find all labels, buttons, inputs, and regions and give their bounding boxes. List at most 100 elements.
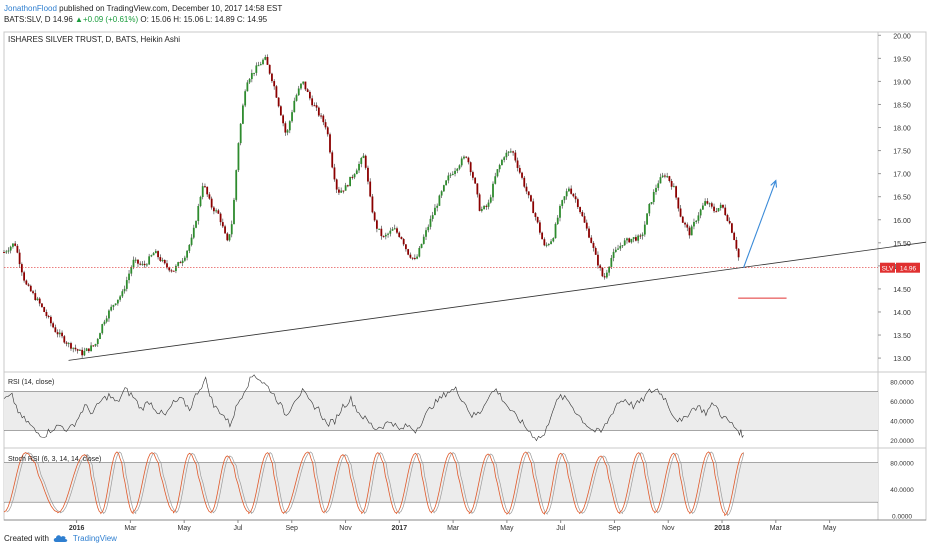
candle-up (250, 72, 253, 80)
candle-down (335, 179, 338, 190)
candle-up (440, 191, 443, 196)
candle-up (496, 169, 499, 177)
candle-up (641, 234, 644, 236)
candle-down (311, 98, 314, 106)
candle-up (295, 95, 298, 101)
candle-up (717, 208, 720, 212)
candle-up (116, 299, 119, 304)
symbol-label: BATS:SLV, D (4, 15, 51, 24)
candle-up (215, 210, 218, 212)
main-chart-title: ISHARES SILVER TRUST, D, BATS, Heikin As… (8, 35, 180, 44)
candle-down (304, 81, 307, 90)
candle-up (480, 209, 483, 211)
candle-up (554, 223, 557, 239)
footer: Created with TradingView (4, 533, 117, 543)
candle-up (442, 185, 445, 192)
rsi-band (4, 391, 878, 431)
candle-up (695, 220, 698, 223)
candle-down (380, 228, 383, 237)
candle-up (161, 259, 164, 261)
candle-up (489, 197, 492, 203)
time-tick-label: Nov (339, 525, 352, 532)
candle-down (63, 336, 66, 343)
candle-up (643, 224, 646, 235)
candle-down (735, 239, 738, 249)
candle-up (556, 217, 559, 224)
change-value: +0.09 (+0.61%) (82, 15, 139, 24)
candle-down (170, 270, 173, 272)
candle-up (286, 130, 289, 133)
candle-down (18, 252, 21, 265)
candle-down (597, 254, 599, 266)
time-tick-label: Mar (124, 525, 137, 532)
candle-up (498, 165, 501, 170)
candle-down (342, 190, 345, 192)
candle-up (632, 237, 635, 239)
candle-up (568, 188, 570, 192)
candle-up (230, 224, 233, 235)
candle-down (407, 249, 410, 255)
candle-down (331, 152, 334, 168)
author-link[interactable]: JonathonFlood (4, 4, 57, 13)
candle-down (87, 348, 90, 352)
up-triangle-icon: ▲ (75, 15, 83, 24)
candle-up (445, 180, 448, 186)
candle-up (458, 165, 461, 169)
candle-up (434, 207, 436, 216)
candle-up (427, 226, 430, 231)
candle-down (543, 239, 546, 246)
candle-up (387, 233, 389, 235)
price-tick-label: 20.00 (893, 33, 911, 40)
candle-down (592, 242, 595, 248)
candle-up (646, 213, 648, 225)
price-tick-label: 16.00 (893, 218, 911, 225)
candle-up (257, 65, 260, 67)
candle-up (255, 65, 258, 73)
tradingview-brand[interactable]: TradingView (72, 533, 117, 543)
candle-down (92, 345, 95, 347)
candle-up (550, 241, 552, 244)
candle-down (710, 203, 713, 207)
candle-down (601, 267, 604, 277)
candle-down (284, 123, 287, 133)
price-tick-label: 14.50 (893, 287, 911, 294)
candle-up (420, 243, 423, 248)
candle-up (288, 121, 291, 131)
candle-down (367, 167, 369, 182)
candle-down (375, 220, 378, 229)
candle-up (621, 245, 624, 247)
candle-down (364, 155, 367, 168)
candle-down (688, 227, 691, 236)
price-tick-label: 17.50 (893, 149, 911, 156)
candle-up (719, 204, 722, 209)
pane-border (3, 31, 927, 373)
candle-up (699, 209, 702, 216)
candle-up (505, 152, 508, 158)
candle-down (212, 207, 215, 212)
candle-up (262, 59, 264, 65)
candle-up (36, 298, 39, 301)
candle-down (476, 183, 479, 195)
candle-down (664, 175, 666, 177)
candle-up (121, 291, 124, 297)
candle-down (16, 245, 19, 253)
candle-up (612, 251, 615, 258)
candle-up (72, 347, 75, 349)
created-with-text: Created with (4, 533, 49, 543)
candle-up (422, 236, 425, 244)
candle-up (123, 288, 126, 292)
candle-down (728, 220, 731, 224)
candle-down (581, 212, 584, 217)
candle-up (235, 170, 238, 200)
candle-down (168, 267, 171, 271)
candle-down (313, 105, 316, 107)
candle-up (177, 262, 180, 266)
candle-up (552, 238, 555, 242)
candle-up (659, 177, 662, 184)
candle-down (525, 186, 528, 192)
time-tick-label: May (823, 525, 837, 532)
candle-down (43, 307, 46, 312)
candle-up (132, 259, 135, 268)
candle-up (94, 343, 97, 346)
